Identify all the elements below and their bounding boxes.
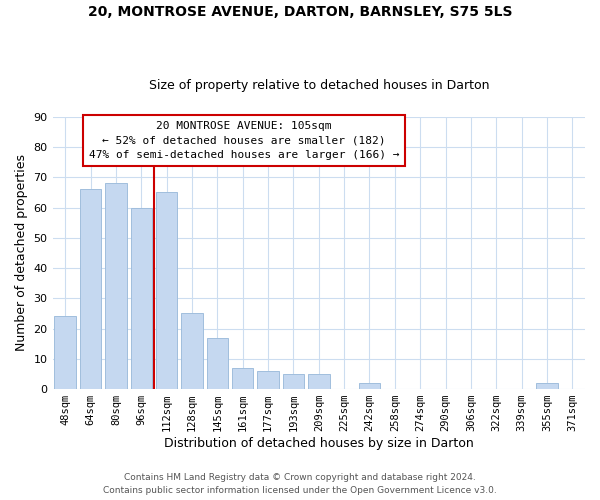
Title: Size of property relative to detached houses in Darton: Size of property relative to detached ho… — [149, 79, 489, 92]
X-axis label: Distribution of detached houses by size in Darton: Distribution of detached houses by size … — [164, 437, 473, 450]
Y-axis label: Number of detached properties: Number of detached properties — [15, 154, 28, 352]
Bar — [181, 314, 203, 389]
Bar — [283, 374, 304, 389]
Bar — [257, 371, 279, 389]
Bar — [308, 374, 329, 389]
Bar — [55, 316, 76, 389]
Bar — [206, 338, 228, 389]
Bar — [105, 184, 127, 389]
Text: Contains HM Land Registry data © Crown copyright and database right 2024.
Contai: Contains HM Land Registry data © Crown c… — [103, 474, 497, 495]
Bar — [156, 192, 178, 389]
Bar — [536, 383, 558, 389]
Bar — [131, 208, 152, 389]
Bar — [359, 383, 380, 389]
Bar — [80, 190, 101, 389]
Text: 20, MONTROSE AVENUE, DARTON, BARNSLEY, S75 5LS: 20, MONTROSE AVENUE, DARTON, BARNSLEY, S… — [88, 5, 512, 19]
Text: 20 MONTROSE AVENUE: 105sqm
← 52% of detached houses are smaller (182)
47% of sem: 20 MONTROSE AVENUE: 105sqm ← 52% of deta… — [89, 121, 400, 160]
Bar — [232, 368, 253, 389]
